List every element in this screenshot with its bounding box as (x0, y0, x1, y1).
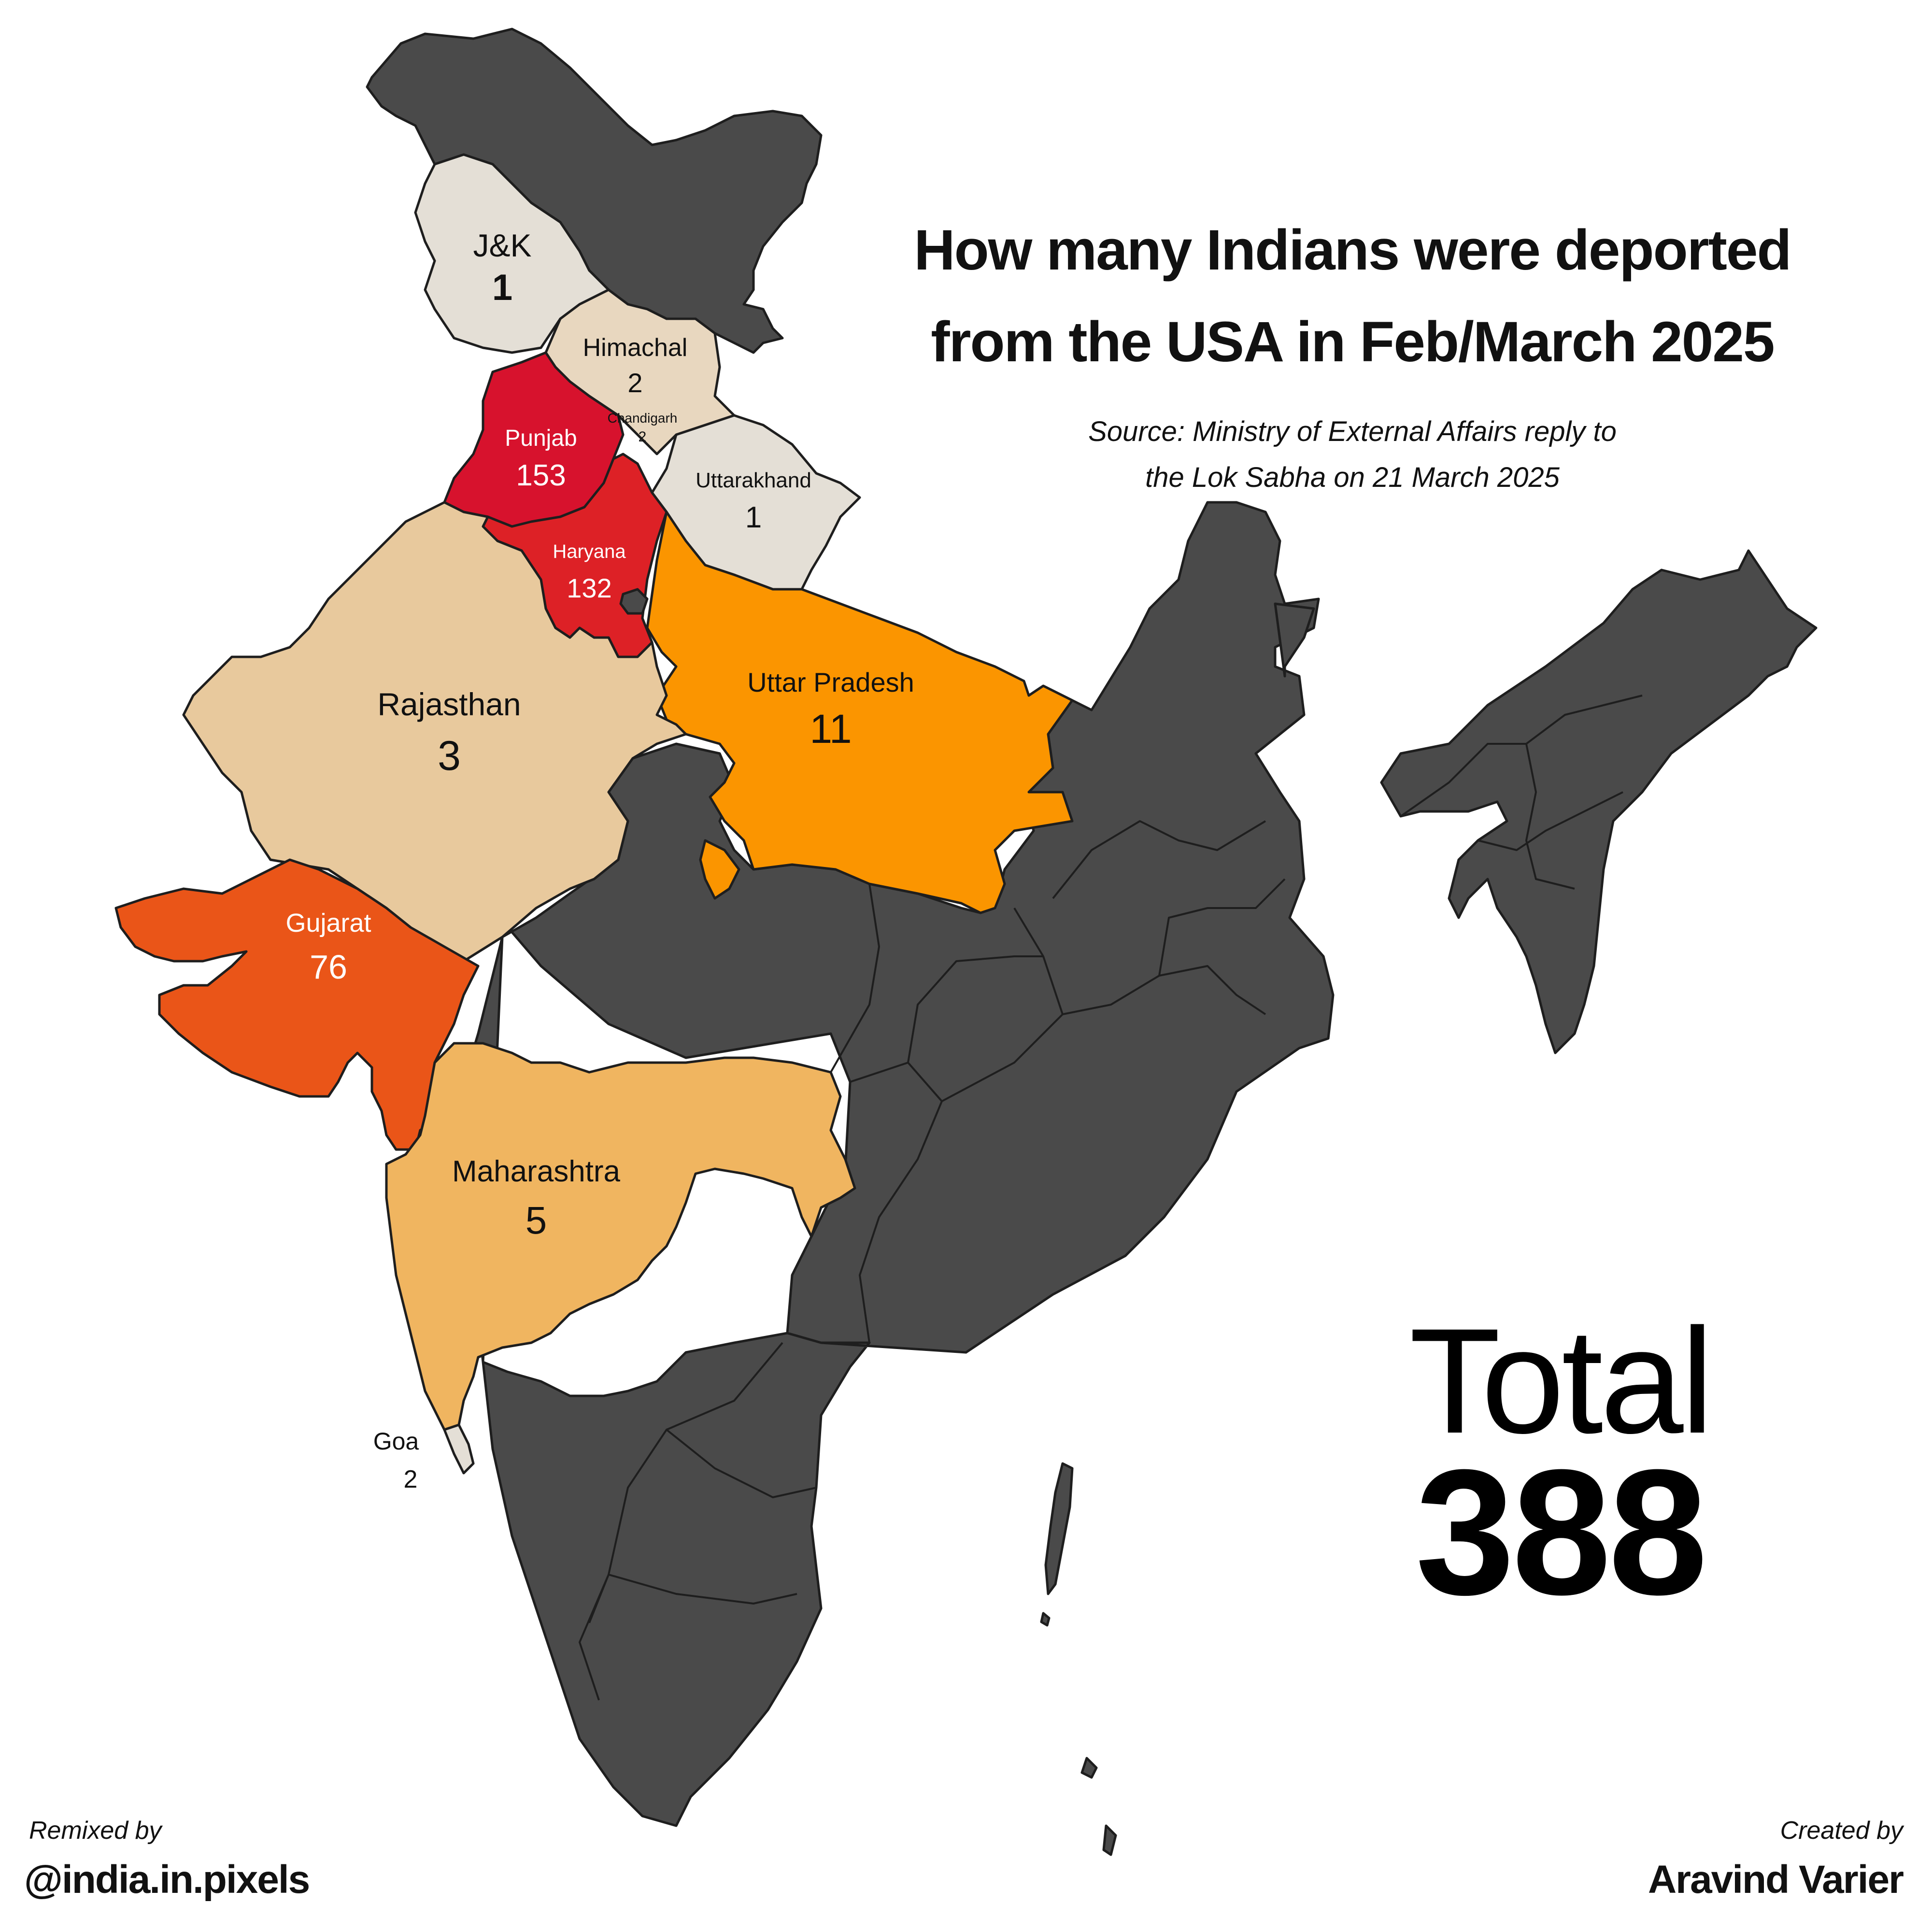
label-haryana: Haryana 132 (531, 541, 647, 604)
label-chandigarh-value: 2 (638, 429, 647, 445)
label-haryana-value: 132 (567, 573, 612, 603)
state-rajasthan (182, 501, 687, 963)
remixed-by-label: Remixed by (29, 1817, 162, 1845)
label-uttarakhand-value: 1 (745, 501, 762, 534)
label-maharashtra-name: Maharashtra (452, 1155, 621, 1188)
label-jk: J&K 1 (454, 227, 551, 309)
label-goa: Goa 2 (367, 1427, 425, 1494)
label-himachal: Himachal 2 (570, 333, 700, 398)
label-himachal-value: 2 (627, 368, 643, 398)
source-line-2: the Lok Sabha on 21 March 2025 (1145, 462, 1560, 493)
label-maharashtra: Maharashtra 5 (425, 1154, 647, 1243)
internal-borders (579, 695, 1643, 1701)
label-chandigarh: Chandigarh 2 (599, 411, 686, 445)
remixed-by-handle: @india.in.pixels (24, 1858, 310, 1902)
state-goa (443, 1423, 475, 1475)
label-uttarakhand-name: Uttarakhand (696, 469, 811, 492)
delhi (619, 588, 649, 615)
state-maharashtra (385, 1042, 856, 1431)
label-haryana-name: Haryana (553, 541, 626, 562)
label-uttar-pradesh: Uttar Pradesh 11 (715, 667, 947, 753)
label-maharashtra-value: 5 (525, 1199, 547, 1242)
label-punjab-value: 153 (516, 459, 566, 492)
created-by-label: Created by (1780, 1817, 1903, 1845)
label-uttar-pradesh-name: Uttar Pradesh (747, 667, 914, 697)
title-line-2: from the USA in Feb/March 2025 (931, 310, 1775, 374)
label-gujarat-name: Gujarat (285, 909, 371, 938)
total-value: 388 (1415, 1433, 1707, 1632)
state-jk (414, 153, 610, 354)
state-gujarat (114, 858, 480, 1151)
label-goa-name: Goa (373, 1428, 419, 1455)
label-rajasthan: Rajasthan 3 (353, 686, 546, 780)
label-punjab: Punjab 153 (483, 425, 599, 493)
label-rajasthan-name: Rajasthan (377, 686, 521, 722)
created-by-name: Aravind Varier (1648, 1858, 1904, 1902)
label-rajasthan-value: 3 (438, 733, 461, 779)
label-jk-name: J&K (473, 227, 532, 263)
total-label: Total (1409, 1297, 1714, 1464)
label-gujarat: Gujarat 76 (270, 908, 386, 986)
andaman-islands (1040, 1462, 1117, 1856)
region-no-data-northeast (1274, 549, 1818, 1054)
label-uttar-pradesh-value: 11 (810, 706, 852, 752)
label-goa-value: 2 (403, 1465, 418, 1493)
label-uttarakhand: Uttarakhand 1 (676, 469, 831, 535)
source-line-1: Source: Ministry of External Affairs rep… (1088, 416, 1617, 447)
label-himachal-name: Himachal (582, 334, 688, 362)
label-gujarat-value: 76 (310, 948, 347, 986)
label-jk-value: 1 (492, 267, 513, 308)
label-punjab-name: Punjab (505, 426, 577, 451)
state-uttar-pradesh (646, 511, 1074, 914)
title-line-1: How many Indians were deported (914, 218, 1791, 282)
label-chandigarh-name: Chandigarh (607, 411, 678, 426)
